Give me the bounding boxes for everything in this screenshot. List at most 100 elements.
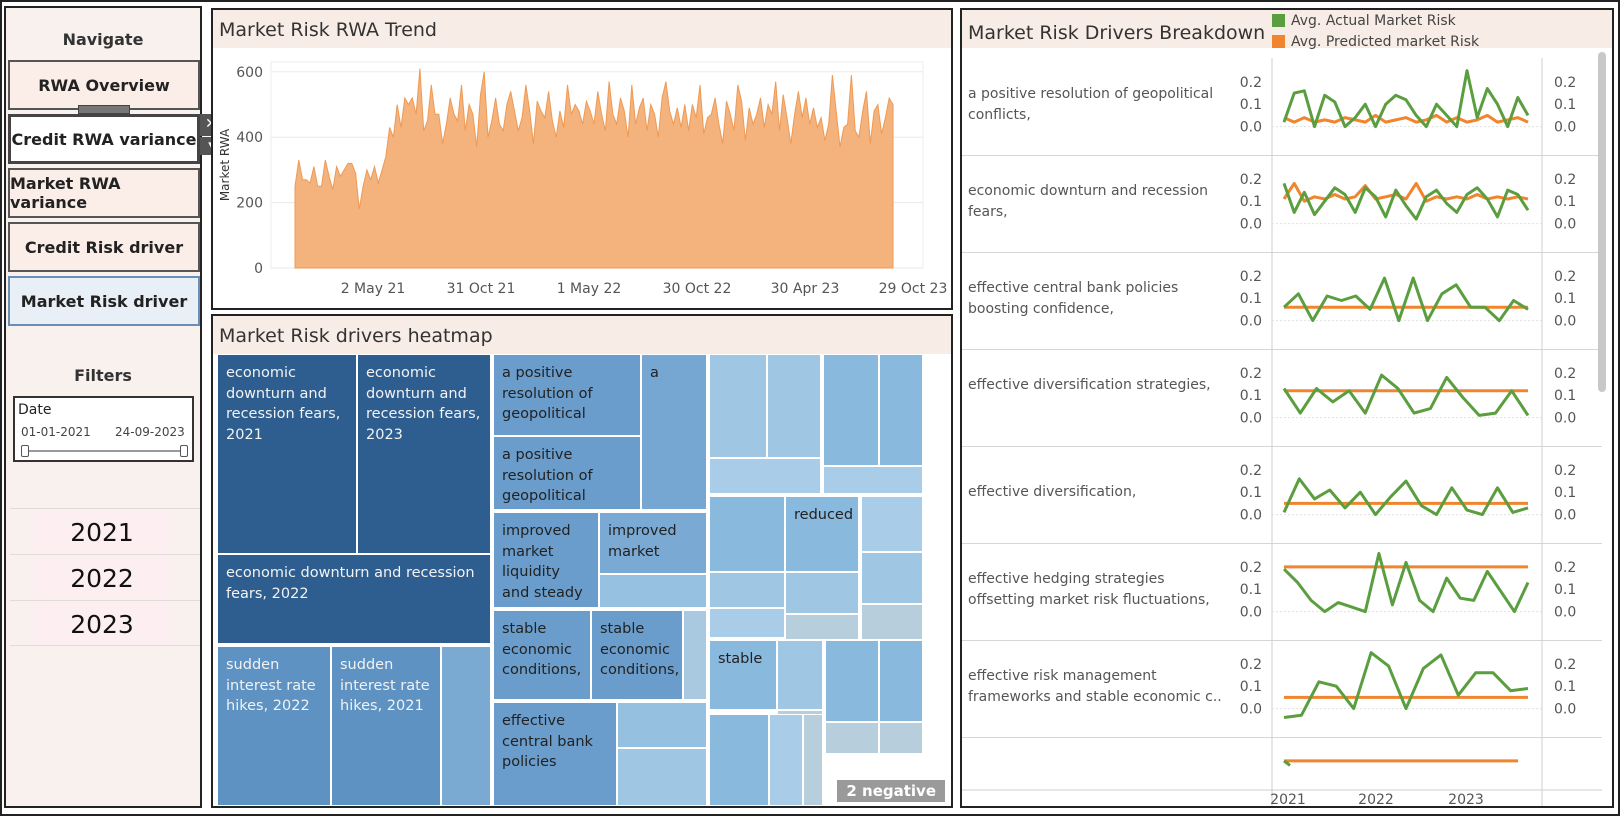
legend-predicted[interactable]: Avg. Predicted market Risk: [1272, 34, 1479, 50]
heatmap-tile[interactable]: effective central bank policies: [493, 702, 617, 806]
year-row[interactable]: 2023: [10, 600, 200, 646]
heatmap-tile[interactable]: [825, 722, 879, 754]
row-separator: [962, 543, 1602, 544]
heatmap-tile[interactable]: [879, 354, 923, 466]
legend-swatch-predicted: [1272, 35, 1285, 48]
drag-handle[interactable]: [78, 105, 130, 114]
date-range-filter[interactable]: Date 01-01-2021 24-09-2023: [13, 396, 194, 462]
date-slider-track[interactable]: [23, 450, 185, 452]
y-tick-label: 0.1: [1240, 97, 1262, 113]
y-tick-label-right: 0.1: [1554, 679, 1576, 695]
drivers-line-charts[interactable]: 0.0 0.0 0.1 0.1 0.2 0.2 0.0 0.0 0.1 0.1 0.2 0.2 0.0 0…: [962, 10, 1612, 806]
driver-row-label: effective hedging strategies offsetting …: [968, 571, 1210, 608]
date-slider-end-handle[interactable]: [180, 445, 188, 457]
y-tick-label-right: 0.2: [1554, 366, 1576, 382]
heatmap-tile[interactable]: [879, 722, 923, 754]
heatmap-tile[interactable]: [823, 466, 923, 494]
heatmap-tile[interactable]: stable economic conditions,: [493, 610, 591, 700]
market-rwa-variance-button[interactable]: Market RWA variance: [8, 168, 200, 218]
heatmap-header: Market Risk drivers heatmap: [213, 316, 951, 354]
heatmap-tile[interactable]: [785, 572, 859, 614]
heatmap-tile[interactable]: [709, 608, 785, 638]
credit-risk-driver-button[interactable]: Credit Risk driver: [8, 222, 200, 272]
driver-row-label: effective risk management frameworks and…: [968, 668, 1222, 705]
y-tick-label: 0.1: [1240, 291, 1262, 307]
y-tick-label-right: 0.1: [1554, 582, 1576, 598]
heatmap-tile[interactable]: [861, 604, 923, 640]
heatmap-tile[interactable]: [861, 552, 923, 604]
heatmap-tile[interactable]: [785, 614, 859, 640]
year-cell[interactable]: 2023: [34, 603, 170, 645]
year-row[interactable]: 2021: [10, 508, 200, 554]
y-tick-label: 0: [254, 261, 263, 277]
actual-series: [1283, 651, 1529, 719]
heatmap-tile[interactable]: [709, 714, 769, 806]
heatmap-tile[interactable]: economic downturn and recession fears, 2…: [357, 354, 491, 554]
heatmap-tile[interactable]: stable: [709, 640, 777, 710]
year-cell[interactable]: 2022: [34, 557, 170, 599]
heatmap-tile[interactable]: reduced: [785, 496, 859, 572]
y-tick-label: 0.1: [1240, 679, 1262, 695]
legend-actual[interactable]: Avg. Actual Market Risk: [1272, 13, 1456, 29]
rwa-overview-button[interactable]: RWA Overview: [8, 60, 200, 110]
y-tick-label-right: 0.2: [1554, 75, 1576, 91]
predicted-series: [1283, 113, 1529, 124]
heatmap-tile[interactable]: [777, 640, 823, 710]
heatmap-tile[interactable]: [879, 640, 923, 722]
actual-series: [1282, 276, 1529, 323]
actual-series: [1282, 69, 1530, 129]
sidebar: Navigate RWA Overview Credit RWA varianc…: [4, 6, 202, 808]
heatmap-tile[interactable]: improved market liquidity and steady: [493, 512, 599, 608]
trend-title: Market Risk RWA Trend: [219, 19, 437, 41]
heatmap-tile[interactable]: [617, 748, 707, 806]
heatmap-tile[interactable]: [769, 714, 803, 806]
drivers-header: Market Risk Drivers Breakdown: [962, 10, 1612, 48]
year-row[interactable]: 2022: [10, 554, 200, 600]
date-filter-label: Date: [18, 402, 52, 418]
rwa-area-series: [294, 68, 894, 269]
y-tick-label: 0.2: [1240, 172, 1262, 188]
heatmap-tile[interactable]: [709, 496, 785, 572]
heatmap-tile[interactable]: economic downturn and recession fears, 2…: [217, 554, 491, 644]
y-tick-label: 0.0: [1240, 120, 1262, 136]
heatmap-tile[interactable]: [861, 496, 923, 552]
heatmap-tile[interactable]: [825, 640, 879, 722]
heatmap-tile[interactable]: improved market: [599, 512, 707, 574]
heatmap-tile[interactable]: [823, 354, 879, 466]
x-tick-label: 30 Apr 23: [771, 281, 840, 297]
y-tick-label-right: 0.1: [1554, 485, 1576, 501]
date-slider-start-handle[interactable]: [21, 445, 29, 457]
heatmap-tile[interactable]: [803, 714, 823, 806]
y-tick-label-right: 0.2: [1554, 657, 1576, 673]
heatmap-tile[interactable]: a positive resolution of geopolitical: [493, 354, 641, 436]
heatmap-tile[interactable]: a: [641, 354, 707, 510]
heatmap-tile[interactable]: [767, 354, 821, 458]
y-tick-label-right: 0.2: [1554, 269, 1576, 285]
drivers-breakdown-panel: Market Risk Drivers Breakdown Avg. Actua…: [960, 8, 1614, 808]
year-cell[interactable]: 2021: [34, 511, 170, 553]
y-tick-label-right: 0.1: [1554, 388, 1576, 404]
heatmap-tile[interactable]: [683, 610, 707, 700]
heatmap-tile[interactable]: sudden interest rate hikes, 2022: [217, 646, 331, 806]
credit-rwa-variance-button[interactable]: Credit RWA variance: [8, 114, 200, 164]
vertical-scrollbar[interactable]: [1598, 52, 1606, 392]
heatmap-tile[interactable]: sudden interest rate hikes, 2021: [331, 646, 441, 806]
heatmap-tile[interactable]: economic downturn and recession fears, 2…: [217, 354, 357, 554]
heatmap-tile[interactable]: [599, 574, 707, 608]
actual-series: [1282, 373, 1530, 417]
x-tick-label: 2023: [1448, 792, 1484, 806]
heatmap-tile[interactable]: stable economic conditions,: [591, 610, 683, 700]
heatmap-tile[interactable]: [709, 354, 767, 458]
heatmap-tile[interactable]: [709, 458, 821, 494]
heatmap-tile[interactable]: [617, 702, 707, 748]
x-tick-label: 29 Oct 23: [879, 281, 948, 297]
heatmap-tile[interactable]: [709, 572, 785, 608]
heatmap-tile[interactable]: [441, 646, 491, 806]
y-tick-label: 0.0: [1240, 217, 1262, 233]
market-risk-driver-button[interactable]: Market Risk driver: [8, 276, 200, 326]
negative-values-badge[interactable]: 2 negative: [837, 780, 945, 802]
heatmap-tile[interactable]: a positive resolution of geopolitical: [493, 436, 641, 510]
y-tick-label: 0.2: [1240, 463, 1262, 479]
rwa-trend-chart[interactable]: 0 200 400 600 Market RWA 2 May 21 31 Oct 21 1 M…: [213, 50, 951, 308]
